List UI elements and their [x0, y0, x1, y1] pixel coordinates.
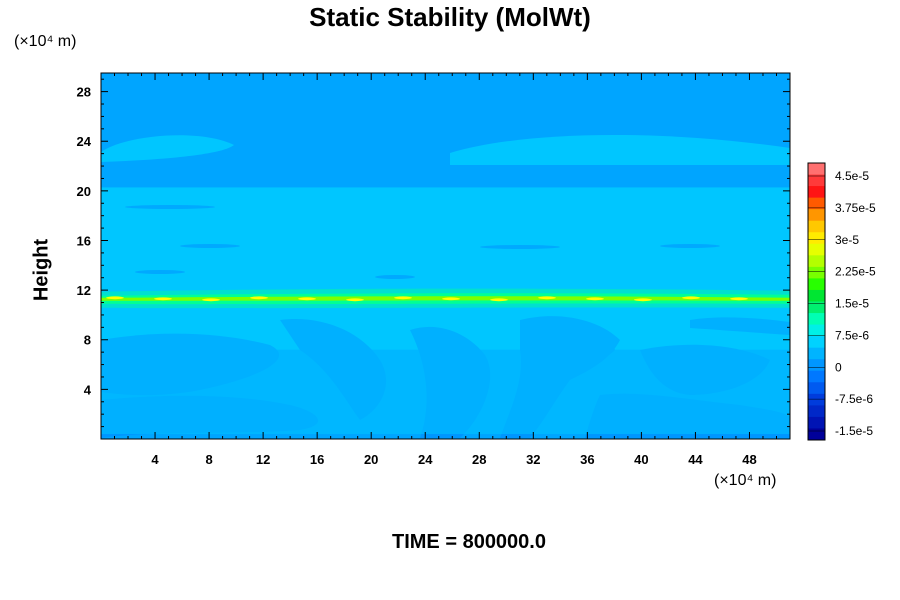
colorbar-swatch: [808, 197, 825, 210]
colorbar-swatch: [808, 163, 825, 176]
jet-max: [394, 296, 412, 300]
colorbar-label: 3e-5: [835, 233, 859, 247]
band-wisp: [135, 270, 185, 274]
x-tick-label: 20: [364, 452, 378, 467]
colorbar-swatch: [808, 266, 825, 279]
x-tick-label: 44: [688, 452, 703, 467]
colorbar-swatch: [808, 232, 825, 245]
x-tick-label: 28: [472, 452, 486, 467]
colorbar-swatch: [808, 301, 825, 314]
colorbar-label: 1.5e-5: [835, 297, 869, 311]
jet-max: [490, 298, 508, 302]
colorbar-swatch: [808, 243, 825, 256]
colorbar-swatch: [808, 428, 825, 441]
x-tick-label: 12: [256, 452, 270, 467]
y-axis-unit: (×10⁴ m): [14, 33, 77, 50]
y-tick-label: 28: [77, 85, 91, 100]
jet-max: [202, 298, 220, 302]
x-tick-label: 4: [151, 452, 159, 467]
jet-max: [442, 297, 460, 301]
colorbar-label: 0: [835, 360, 842, 374]
band-wisp: [125, 205, 215, 209]
upper-lobe: [450, 134, 790, 165]
colorbar-label: 4.5e-5: [835, 169, 869, 183]
colorbar-swatch: [808, 220, 825, 233]
chart-title: Static Stability (MolWt): [309, 2, 591, 32]
colorbar-swatch: [808, 405, 825, 418]
y-tick-label: 4: [84, 382, 92, 397]
y-tick-label: 8: [84, 333, 91, 348]
y-tick-label: 24: [77, 134, 92, 149]
x-tick-label: 48: [742, 452, 756, 467]
contour-field: [101, 73, 790, 439]
band-wisp: [660, 244, 720, 248]
colorbar-swatch: [808, 359, 825, 372]
colorbar-label: -1.5e-5: [835, 424, 873, 438]
jet-max: [298, 297, 316, 301]
colorbar-swatch: [808, 347, 825, 360]
colorbar-label: 3.75e-5: [835, 201, 876, 215]
colorbar-swatch: [808, 324, 825, 337]
x-tick-label: 24: [418, 452, 433, 467]
colorbar-label: -7.5e-6: [835, 392, 873, 406]
band-wisp: [180, 244, 240, 248]
colorbar-swatch: [808, 255, 825, 268]
colorbar-swatch: [808, 174, 825, 187]
x-tick-label: 32: [526, 452, 540, 467]
x-tick-label: 36: [580, 452, 594, 467]
colorbar-swatch: [808, 336, 825, 349]
colorbar-label: 2.25e-5: [835, 265, 876, 279]
colorbar-swatch: [808, 393, 825, 406]
jet-max: [730, 297, 748, 301]
jet-max: [538, 296, 556, 300]
jet-max: [346, 298, 364, 302]
colorbar: 4.5e-5 3.75e-5 3e-5 2.25e-5 1.5e-5 7.5e-6 0 -7.…: [807, 162, 876, 441]
plot-frame: [100, 72, 791, 440]
jet-max: [106, 296, 124, 300]
jet-max: [586, 297, 604, 301]
x-tick-label: 16: [310, 452, 324, 467]
jet-max: [154, 297, 172, 301]
lower-band: [101, 308, 790, 435]
time-label: TIME = 800000.0: [392, 531, 546, 553]
colorbar-swatch: [808, 209, 825, 222]
colorbar-swatch: [808, 382, 825, 395]
x-tick-label: 8: [205, 452, 212, 467]
band-wisp: [480, 245, 560, 249]
colorbar-label: 7.5e-6: [835, 328, 869, 342]
x-axis-unit: (×10⁴ m): [714, 472, 777, 489]
upper-lobe: [101, 135, 234, 162]
jet-max: [250, 296, 268, 300]
y-tick-label: 16: [77, 233, 91, 248]
jet-max: [634, 298, 652, 302]
x-tick-label: 40: [634, 452, 648, 467]
colorbar-swatch: [808, 278, 825, 291]
colorbar-swatch: [808, 370, 825, 383]
upper-edge: [101, 183, 790, 188]
jet-max: [682, 296, 700, 300]
y-tick-label: 12: [77, 283, 91, 298]
colorbar-swatch: [808, 289, 825, 302]
colorbar-swatch: [808, 313, 825, 326]
y-tick-label: 20: [77, 184, 91, 199]
band-wisp: [375, 275, 415, 279]
colorbar-swatch: [808, 186, 825, 199]
colorbar-frame: [807, 162, 826, 441]
colorbar-swatch: [808, 416, 825, 429]
